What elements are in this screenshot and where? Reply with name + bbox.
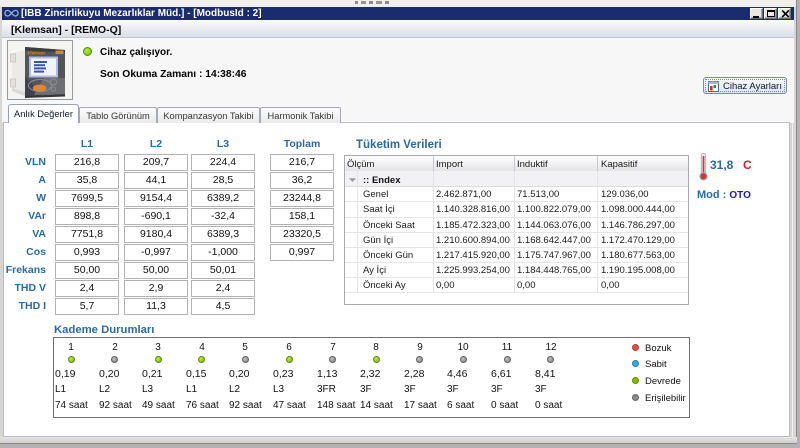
svg-text:Klemsan: Klemsan (28, 51, 46, 56)
